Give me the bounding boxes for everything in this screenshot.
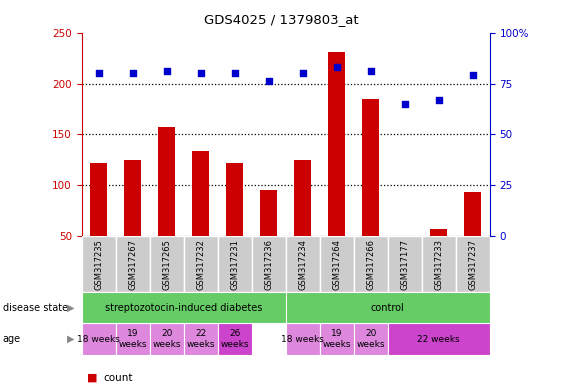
Text: 20
weeks: 20 weeks bbox=[356, 329, 385, 349]
Bar bbox=[115, 323, 150, 355]
Bar bbox=[184, 236, 218, 292]
Text: GSM317265: GSM317265 bbox=[162, 239, 171, 290]
Text: 18 weeks: 18 weeks bbox=[77, 334, 120, 344]
Text: ▶: ▶ bbox=[68, 334, 75, 344]
Bar bbox=[354, 236, 388, 292]
Text: control: control bbox=[371, 303, 405, 313]
Bar bbox=[285, 292, 490, 323]
Text: age: age bbox=[3, 334, 21, 344]
Text: GDS4025 / 1379803_at: GDS4025 / 1379803_at bbox=[204, 13, 359, 26]
Bar bbox=[124, 160, 141, 236]
Bar bbox=[82, 323, 115, 355]
Bar bbox=[184, 323, 218, 355]
Point bbox=[264, 78, 273, 84]
Text: 19
weeks: 19 weeks bbox=[118, 329, 147, 349]
Bar bbox=[285, 236, 320, 292]
Text: streptozotocin-induced diabetes: streptozotocin-induced diabetes bbox=[105, 303, 262, 313]
Bar bbox=[328, 52, 345, 236]
Text: 20
weeks: 20 weeks bbox=[153, 329, 181, 349]
Bar bbox=[285, 323, 320, 355]
Bar bbox=[388, 323, 490, 355]
Point bbox=[468, 72, 477, 78]
Text: GSM317235: GSM317235 bbox=[94, 239, 103, 290]
Bar bbox=[82, 292, 285, 323]
Text: GSM317264: GSM317264 bbox=[332, 239, 341, 290]
Bar bbox=[362, 99, 379, 236]
Text: disease state: disease state bbox=[3, 303, 68, 313]
Bar bbox=[388, 236, 422, 292]
Text: GSM317231: GSM317231 bbox=[230, 239, 239, 290]
Point bbox=[94, 70, 103, 76]
Bar bbox=[226, 163, 243, 236]
Text: GSM317267: GSM317267 bbox=[128, 239, 137, 290]
Text: 26
weeks: 26 weeks bbox=[221, 329, 249, 349]
Text: GSM317232: GSM317232 bbox=[196, 239, 205, 290]
Text: GSM317266: GSM317266 bbox=[367, 239, 376, 290]
Bar bbox=[320, 323, 354, 355]
Text: GSM317234: GSM317234 bbox=[298, 239, 307, 290]
Text: 22
weeks: 22 weeks bbox=[186, 329, 215, 349]
Bar bbox=[464, 192, 481, 236]
Bar bbox=[294, 160, 311, 236]
Point bbox=[196, 70, 205, 76]
Text: GSM317233: GSM317233 bbox=[434, 239, 443, 290]
Text: GSM317237: GSM317237 bbox=[468, 239, 477, 290]
Bar bbox=[218, 323, 252, 355]
Bar bbox=[150, 236, 184, 292]
Text: GSM317236: GSM317236 bbox=[264, 239, 273, 290]
Bar bbox=[82, 236, 115, 292]
Point bbox=[162, 68, 171, 74]
Bar bbox=[430, 229, 447, 236]
Text: GSM317177: GSM317177 bbox=[400, 239, 409, 290]
Bar bbox=[150, 323, 184, 355]
Bar bbox=[354, 323, 388, 355]
Bar bbox=[456, 236, 490, 292]
Point bbox=[128, 70, 137, 76]
Bar bbox=[260, 190, 277, 236]
Bar bbox=[115, 236, 150, 292]
Text: 18 weeks: 18 weeks bbox=[282, 334, 324, 344]
Bar bbox=[422, 236, 456, 292]
Text: ▶: ▶ bbox=[68, 303, 75, 313]
Point bbox=[367, 68, 376, 74]
Bar bbox=[90, 163, 107, 236]
Point bbox=[298, 70, 307, 76]
Bar bbox=[218, 236, 252, 292]
Text: count: count bbox=[103, 373, 132, 383]
Point bbox=[332, 64, 341, 70]
Text: 22 weeks: 22 weeks bbox=[418, 334, 460, 344]
Text: ■: ■ bbox=[87, 373, 98, 383]
Bar bbox=[252, 236, 286, 292]
Bar bbox=[192, 151, 209, 236]
Point bbox=[400, 101, 409, 107]
Text: 19
weeks: 19 weeks bbox=[323, 329, 351, 349]
Point bbox=[230, 70, 239, 76]
Point bbox=[434, 97, 443, 103]
Bar bbox=[320, 236, 354, 292]
Bar bbox=[158, 127, 175, 236]
